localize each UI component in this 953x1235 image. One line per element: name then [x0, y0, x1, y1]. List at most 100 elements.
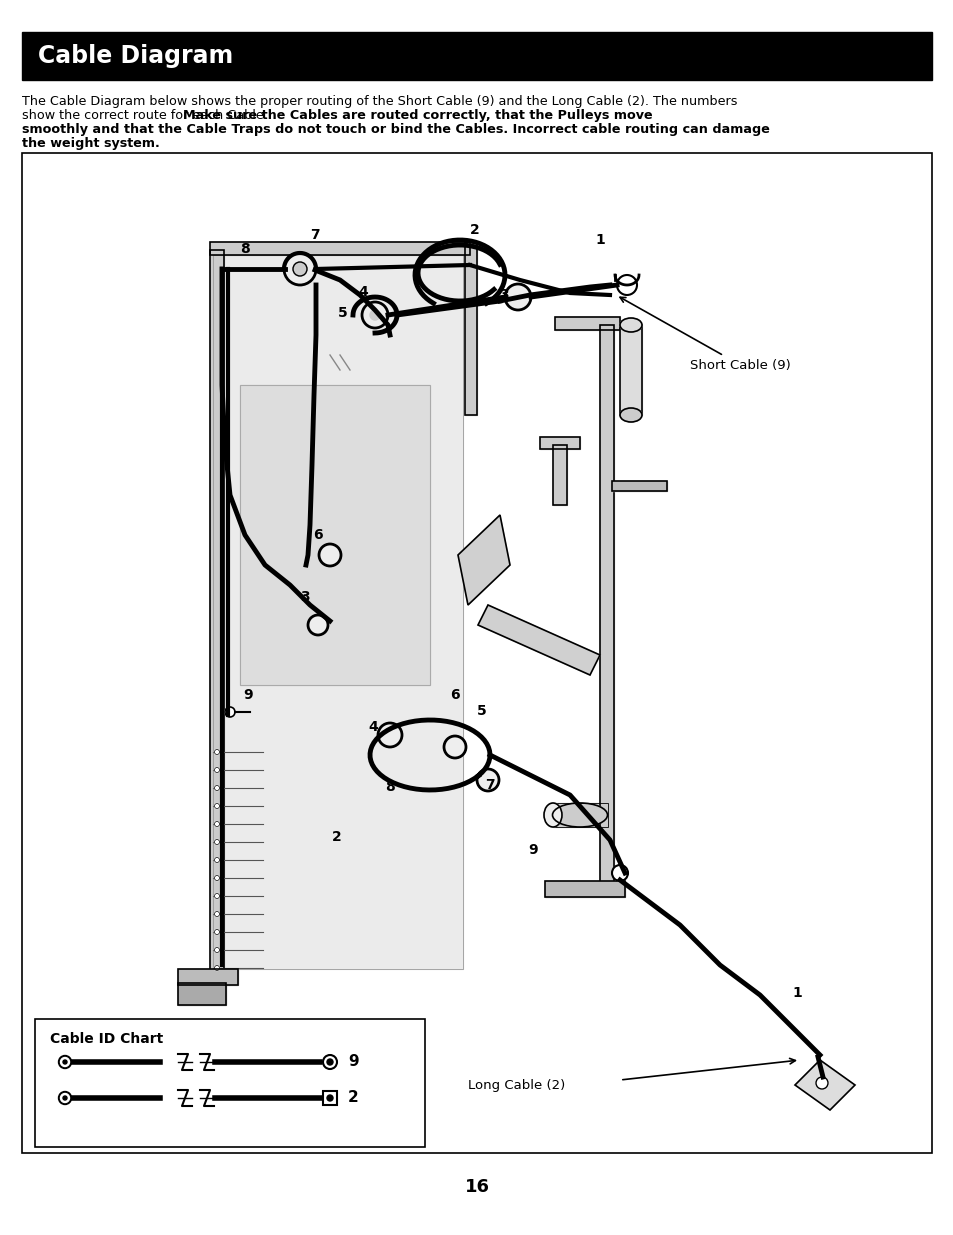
Text: Long Cable (2): Long Cable (2) — [468, 1078, 565, 1092]
Circle shape — [323, 1055, 336, 1070]
Circle shape — [214, 750, 219, 755]
Text: 2: 2 — [332, 830, 341, 844]
Ellipse shape — [619, 317, 641, 332]
Polygon shape — [477, 605, 599, 676]
Circle shape — [612, 864, 627, 881]
Text: 2: 2 — [348, 1091, 358, 1105]
Bar — [555, 317, 619, 330]
Circle shape — [214, 911, 219, 916]
Text: smoothly and that the Cable Traps do not touch or bind the Cables. Incorrect cab: smoothly and that the Cable Traps do not… — [22, 124, 769, 136]
Bar — [619, 325, 641, 415]
Text: 16: 16 — [464, 1178, 489, 1195]
Bar — [22, 153, 931, 1153]
Bar — [553, 445, 566, 505]
Circle shape — [214, 804, 219, 809]
Bar — [35, 1019, 424, 1147]
Circle shape — [214, 785, 219, 790]
Bar — [178, 969, 237, 986]
Circle shape — [293, 262, 307, 275]
Text: the weight system.: the weight system. — [22, 137, 159, 149]
Text: 9: 9 — [348, 1055, 358, 1070]
Text: 5: 5 — [337, 306, 348, 320]
Text: 6: 6 — [450, 688, 459, 701]
Bar — [240, 385, 430, 685]
Bar — [178, 983, 226, 1005]
Circle shape — [214, 930, 219, 935]
Circle shape — [225, 706, 234, 718]
Ellipse shape — [552, 803, 607, 827]
Circle shape — [443, 736, 465, 758]
Circle shape — [327, 1058, 333, 1065]
Text: Cable ID Chart: Cable ID Chart — [50, 1032, 163, 1046]
Text: 1: 1 — [595, 233, 604, 247]
Circle shape — [370, 310, 379, 320]
Bar — [210, 242, 470, 254]
Text: 8: 8 — [240, 242, 250, 256]
Circle shape — [377, 722, 401, 747]
Text: 8: 8 — [385, 781, 395, 794]
Circle shape — [214, 947, 219, 952]
Text: 9: 9 — [243, 688, 253, 701]
Text: 5: 5 — [476, 704, 486, 718]
Circle shape — [361, 303, 388, 329]
Text: Cable Diagram: Cable Diagram — [38, 44, 233, 68]
Circle shape — [476, 769, 498, 790]
Circle shape — [214, 821, 219, 826]
Bar — [619, 325, 641, 415]
Bar — [539, 437, 579, 450]
Bar — [612, 480, 666, 492]
Circle shape — [214, 876, 219, 881]
Circle shape — [214, 966, 219, 971]
Circle shape — [214, 767, 219, 773]
Text: 4: 4 — [368, 720, 377, 734]
Bar — [539, 437, 579, 450]
Circle shape — [58, 1056, 71, 1068]
Bar — [22, 32, 931, 80]
Bar — [599, 325, 614, 885]
Circle shape — [60, 1057, 70, 1067]
Bar — [553, 803, 607, 827]
Ellipse shape — [619, 408, 641, 422]
Bar — [612, 480, 666, 492]
Bar — [210, 249, 224, 969]
Circle shape — [63, 1060, 67, 1065]
Circle shape — [214, 893, 219, 899]
Text: 7: 7 — [310, 228, 319, 242]
Bar — [323, 1091, 336, 1105]
Bar — [553, 445, 566, 505]
Bar — [544, 881, 624, 897]
Text: 7: 7 — [485, 778, 495, 792]
Bar — [599, 325, 614, 885]
Bar — [210, 249, 224, 969]
Bar — [464, 242, 476, 415]
Circle shape — [214, 840, 219, 845]
Text: 9: 9 — [528, 844, 537, 857]
Bar — [555, 317, 619, 330]
Polygon shape — [457, 515, 510, 605]
Bar — [213, 254, 462, 969]
Text: Make sure the Cables are routed correctly, that the Pulleys move: Make sure the Cables are routed correctl… — [183, 109, 652, 122]
Circle shape — [815, 1077, 827, 1089]
Text: 3: 3 — [498, 288, 508, 303]
Circle shape — [327, 1095, 333, 1100]
Bar — [213, 254, 462, 969]
Text: 3: 3 — [300, 590, 310, 604]
Ellipse shape — [543, 803, 561, 827]
Text: The Cable Diagram below shows the proper routing of the Short Cable (9) and the : The Cable Diagram below shows the proper… — [22, 95, 737, 107]
Circle shape — [504, 284, 531, 310]
Circle shape — [214, 857, 219, 862]
Bar — [210, 242, 470, 254]
Bar — [178, 969, 237, 986]
Circle shape — [318, 543, 340, 566]
Text: show the correct route for each Cable.: show the correct route for each Cable. — [22, 109, 272, 122]
Bar — [178, 983, 226, 1005]
Bar — [240, 385, 430, 685]
Text: 4: 4 — [357, 285, 368, 299]
Text: 1: 1 — [791, 986, 801, 1000]
Circle shape — [308, 615, 328, 635]
Circle shape — [60, 1093, 70, 1103]
Text: 2: 2 — [470, 224, 479, 237]
Text: 6: 6 — [313, 529, 322, 542]
Bar — [553, 803, 607, 827]
Circle shape — [63, 1095, 67, 1100]
